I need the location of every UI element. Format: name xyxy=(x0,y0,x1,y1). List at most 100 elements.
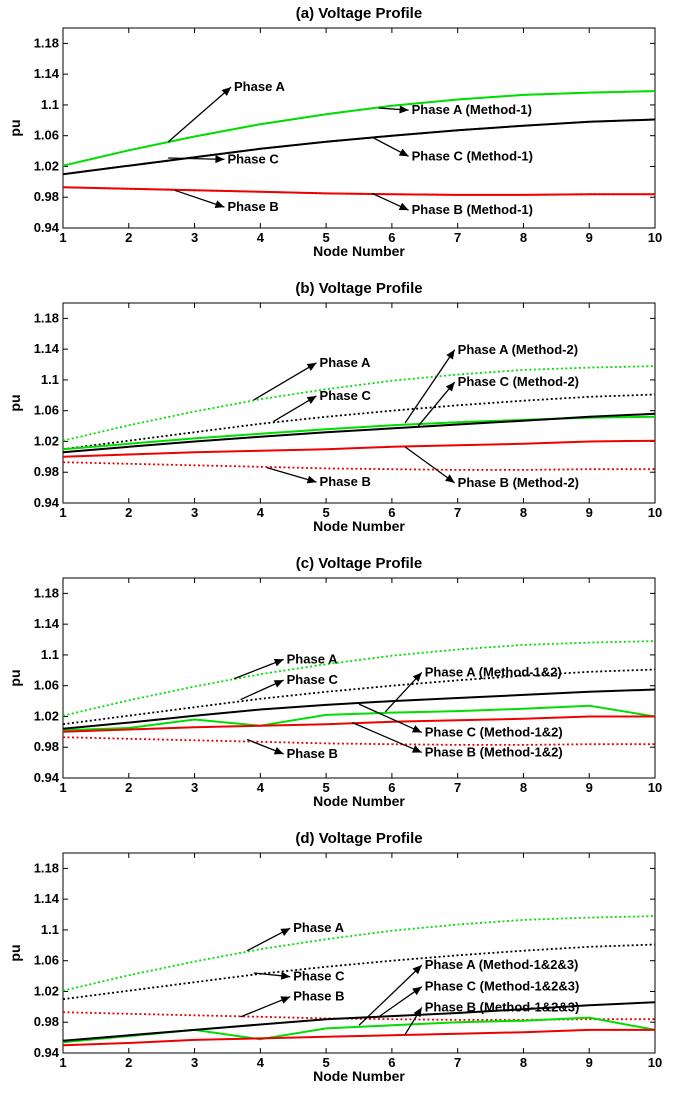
chart1-x-tick-label: 10 xyxy=(648,230,662,245)
chart1-y-axis-label: pu xyxy=(7,119,23,136)
chart3-annotation-label: Phase A xyxy=(287,651,338,666)
chart1-annotation-arrowhead xyxy=(214,200,225,208)
chart1-y-tick-label: 0.94 xyxy=(34,220,60,235)
chart1-annotation-arrowhead xyxy=(398,148,409,157)
chart1-annotation-label: Phase C (Method-1) xyxy=(412,148,533,163)
chart4-plot-frame xyxy=(62,852,656,1054)
chart3-annotation-label: Phase C xyxy=(287,672,339,687)
chart2-x-axis-label: Node Number xyxy=(313,518,405,534)
chart2-x-tick-label: 8 xyxy=(520,505,527,520)
chart1-annotation-arrowhead xyxy=(398,202,409,211)
chart4-annotation-arrowhead xyxy=(280,971,291,980)
chart3-annotation-arrowhead xyxy=(411,725,422,733)
chart2-annotation-arrowhead xyxy=(306,475,317,484)
chart2-y-tick-label: 0.98 xyxy=(34,464,59,479)
chart2-x-tick-label: 4 xyxy=(257,505,265,520)
chart1-annotation-label: Phase C xyxy=(227,151,279,166)
chart2-annotation-arrowhead xyxy=(306,362,317,371)
chart1-y-tick-label: 0.98 xyxy=(34,189,59,204)
chart3-annotation-arrowhead xyxy=(412,672,422,682)
chart1-x-axis-label: Node Number xyxy=(313,243,405,259)
chart4-y-tick-label: 1.02 xyxy=(34,983,59,998)
chart2-x-tick-label: 9 xyxy=(586,505,593,520)
chart2-annotation-arrowhead xyxy=(446,349,455,360)
chart1-y-tick-label: 1.14 xyxy=(34,66,60,81)
chart1-plot-frame xyxy=(62,27,656,229)
chart2-x-tick-label: 5 xyxy=(322,505,329,520)
chart1-y-tick-label: 1.06 xyxy=(34,128,59,143)
chart3-plot-frame xyxy=(62,577,656,779)
chart1-x-tick-label: 9 xyxy=(586,230,593,245)
chart1-annotation-label: Phase B (Method-1) xyxy=(412,202,533,217)
chart3-y-tick-label: 1.18 xyxy=(34,585,59,600)
chart1-x-tick-label: 3 xyxy=(191,230,198,245)
chart3-annotation-label: Phase B xyxy=(287,746,338,761)
chart4-annotation-label: Phase A xyxy=(293,920,344,935)
chart1-series-phase-c-method-1 xyxy=(62,118,656,176)
chart2-x-tick-label: 1 xyxy=(59,505,66,520)
chart4-x-tick-label: 6 xyxy=(388,1055,395,1070)
chart4-y-tick-label: 1.14 xyxy=(34,891,60,906)
chart2-y-tick-label: 1.1 xyxy=(41,372,59,387)
chart3-series-phase-c-method-1-2 xyxy=(62,688,656,730)
chart2-x-tick-label: 10 xyxy=(648,505,662,520)
chart1-panel: (a) Voltage Profile 1 2 3 4 5 6 7 8 9 10 0.94 0.98 1.… xyxy=(7,5,662,259)
chart2-series-phase-b-method-2 xyxy=(62,439,656,458)
chart1-x-tick-label: 5 xyxy=(322,230,329,245)
chart2-annotation-label: Phase C xyxy=(320,388,372,403)
chart3-y-tick-label: 0.94 xyxy=(34,770,60,785)
chart3-y-axis-label: pu xyxy=(7,669,23,686)
chart3-annotation-arrowhead xyxy=(411,745,422,753)
chart1-title: (a) Voltage Profile xyxy=(296,5,422,22)
chart2-y-tick-label: 1.14 xyxy=(34,341,60,356)
chart3-x-tick-label: 1 xyxy=(59,780,66,795)
chart2-annotation-arrowhead xyxy=(445,474,455,483)
chart2-annotation-arrow xyxy=(404,349,456,424)
chart2-y-tick-label: 1.02 xyxy=(34,433,59,448)
chart4-y-tick-label: 1.06 xyxy=(34,953,59,968)
chart1-x-tick-label: 8 xyxy=(520,230,527,245)
chart3-annotation-arrowhead xyxy=(273,680,284,688)
chart4-annotation-label: Phase B (Method-1&2&3) xyxy=(425,999,580,1014)
chart3-y-tick-label: 1.02 xyxy=(34,708,59,723)
chart4-y-tick-label: 1.1 xyxy=(41,922,59,937)
chart4-x-tick-label: 9 xyxy=(586,1055,593,1070)
chart3-annotation-arrow xyxy=(358,703,423,734)
chart3-y-tick-label: 1.14 xyxy=(34,616,60,631)
chart2-annotation-label: Phase B (Method-2) xyxy=(458,475,579,490)
chart2-x-tick-label: 3 xyxy=(191,505,198,520)
chart2-y-axis-label: pu xyxy=(7,394,23,411)
chart1-annotation-arrowhead xyxy=(399,105,409,114)
chart1-x-tick-label: 1 xyxy=(59,230,66,245)
chart3-series-phase-b-method-1-2 xyxy=(62,715,655,733)
chart1-x-tick-label: 7 xyxy=(454,230,461,245)
chart1-series-phase-b-method-1 xyxy=(62,186,655,196)
chart2-x-tick-label: 7 xyxy=(454,505,461,520)
chart4-y-tick-label: 0.94 xyxy=(34,1045,60,1060)
chart4-x-tick-label: 10 xyxy=(648,1055,662,1070)
chart1-x-tick-label: 6 xyxy=(388,230,395,245)
chart3-series-phase-a-method-1-2 xyxy=(62,704,656,732)
chart4-x-tick-label: 1 xyxy=(59,1055,66,1070)
chart4-x-axis-label: Node Number xyxy=(313,1068,405,1084)
chart3-x-tick-label: 5 xyxy=(322,780,329,795)
chart3-x-tick-label: 2 xyxy=(125,780,132,795)
chart3-x-axis-label: Node Number xyxy=(313,793,405,809)
chart4-annotation-arrowhead xyxy=(413,1007,422,1018)
chart2-annotation-arrowhead xyxy=(445,382,455,392)
chart3-x-tick-label: 8 xyxy=(520,780,527,795)
chart4-annotation-label: Phase C (Method-1&2&3) xyxy=(425,979,580,994)
chart3-y-tick-label: 1.1 xyxy=(41,647,59,662)
chart1-annotation-arrowhead xyxy=(221,87,232,97)
chart4-x-tick-label: 7 xyxy=(454,1055,461,1070)
chart1-annotation-label: Phase B xyxy=(227,199,278,214)
chart2-y-tick-label: 1.06 xyxy=(34,403,59,418)
chart4-x-tick-label: 2 xyxy=(125,1055,132,1070)
chart3-annotation-arrowhead xyxy=(273,658,284,667)
chart2-series-phase-c-method-2 xyxy=(62,412,656,454)
chart4-series-phase-b-method-1-2-3 xyxy=(62,1028,655,1047)
chart1-annotation-arrow xyxy=(167,86,232,143)
chart3-x-tick-label: 3 xyxy=(191,780,198,795)
chart3-x-tick-label: 4 xyxy=(257,780,265,795)
